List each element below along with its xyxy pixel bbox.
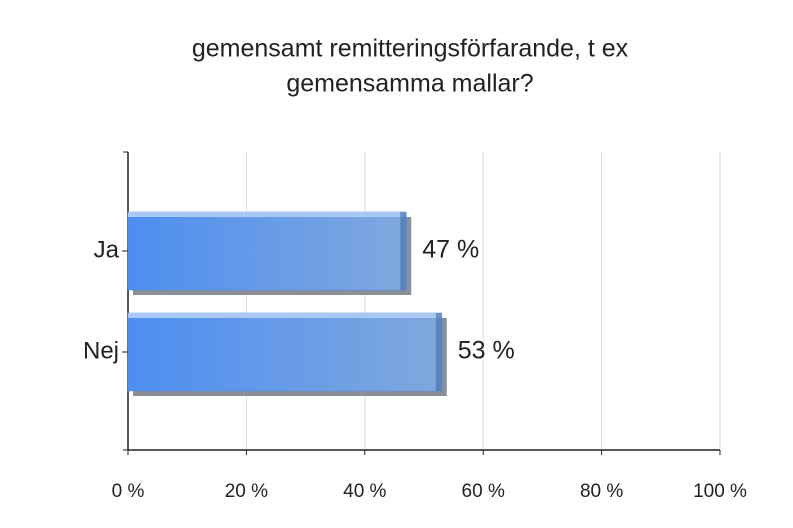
y-tick-label: Nej: [83, 337, 119, 364]
y-tick-label: Ja: [94, 236, 120, 263]
x-tick-label: 60 %: [462, 481, 505, 502]
bar-highlight: [128, 313, 442, 318]
x-tick-label: 40 %: [343, 481, 386, 502]
chart-title: gemensamma mallar?: [286, 70, 533, 98]
bar: [127, 211, 407, 291]
chart-title: gemensamt remitteringsförfarande, t ex: [192, 35, 629, 63]
x-tick-label: 20 %: [225, 481, 268, 502]
bar-highlight: [128, 212, 407, 217]
value-label: 47 %: [422, 236, 479, 264]
bar: [127, 312, 443, 392]
bar-side: [435, 313, 442, 391]
x-tick-label: 80 %: [580, 481, 623, 502]
x-tick-label: 0 %: [112, 481, 145, 502]
value-label: 53 %: [458, 337, 515, 365]
bar-side: [400, 212, 407, 290]
x-tick-label: 100 %: [693, 481, 747, 502]
